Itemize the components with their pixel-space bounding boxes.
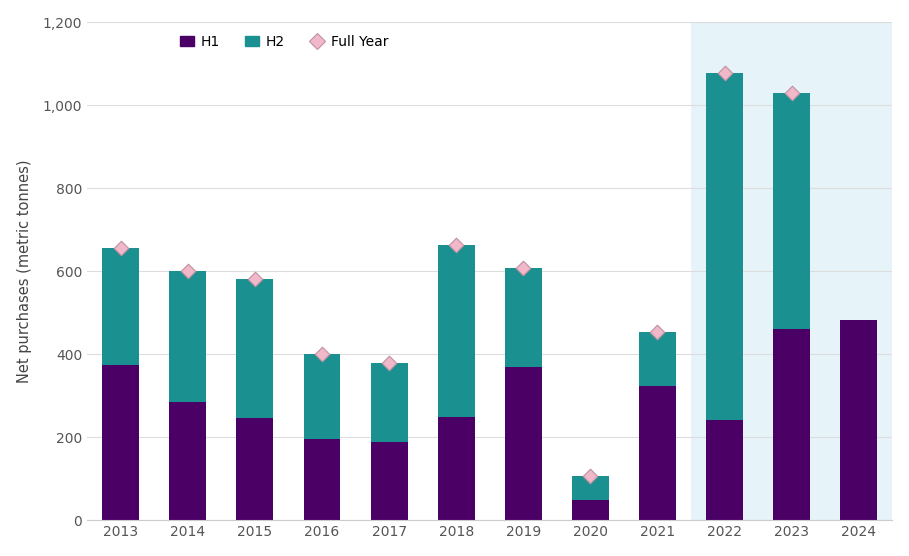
Full Year xyxy=(382,358,396,367)
Bar xyxy=(706,420,743,520)
Bar xyxy=(438,418,474,520)
Bar xyxy=(371,363,407,441)
Full Year xyxy=(784,88,799,97)
Bar xyxy=(572,476,609,500)
Bar xyxy=(840,320,877,520)
Bar xyxy=(504,367,542,520)
Bar xyxy=(169,402,206,520)
Full Year xyxy=(181,267,195,276)
Full Year xyxy=(315,350,329,359)
Bar xyxy=(304,354,341,439)
Bar xyxy=(371,441,407,520)
Full Year xyxy=(449,241,464,250)
Bar xyxy=(706,73,743,420)
Full Year xyxy=(583,471,597,480)
Legend: H1, H2, Full Year: H1, H2, Full Year xyxy=(175,29,395,54)
Bar xyxy=(438,245,474,418)
Y-axis label: Net purchases (metric tonnes): Net purchases (metric tonnes) xyxy=(16,160,32,383)
Bar xyxy=(774,93,810,330)
Bar xyxy=(504,269,542,367)
Bar xyxy=(774,330,810,520)
Bar xyxy=(102,365,139,520)
Bar xyxy=(304,439,341,520)
Full Year xyxy=(516,264,531,273)
Bar xyxy=(572,500,609,520)
Bar xyxy=(169,271,206,402)
Bar xyxy=(236,418,274,520)
Bar xyxy=(639,385,676,520)
Full Year xyxy=(650,328,664,337)
Full Year xyxy=(114,244,128,253)
Full Year xyxy=(247,274,262,283)
Bar xyxy=(102,249,139,365)
Full Year xyxy=(717,69,732,78)
Bar xyxy=(639,332,676,385)
Bar xyxy=(691,22,893,520)
Bar xyxy=(236,279,274,418)
